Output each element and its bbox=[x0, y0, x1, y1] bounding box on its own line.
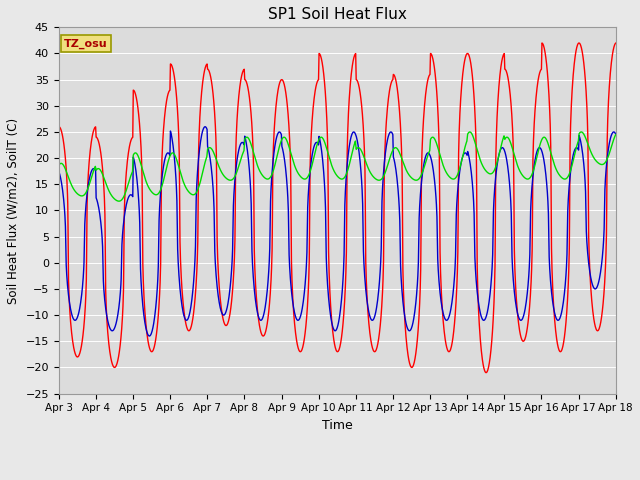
sp1_SHF_2 bbox=[365, 325, 373, 331]
sp1_SHF_T bbox=[612, 132, 620, 138]
sp1_SHF_1 bbox=[55, 169, 63, 175]
sp1_SHF_T bbox=[115, 198, 123, 204]
sp1_SHF_2 bbox=[612, 40, 620, 46]
sp1_SHF_1 bbox=[500, 145, 508, 151]
Line: sp1_SHF_T: sp1_SHF_T bbox=[59, 132, 616, 201]
sp1_SHF_T bbox=[499, 135, 507, 141]
sp1_SHF_T bbox=[366, 168, 374, 174]
Legend: sp1_SHF_2, sp1_SHF_1, sp1_SHF_T: sp1_SHF_2, sp1_SHF_1, sp1_SHF_T bbox=[145, 474, 530, 480]
sp1_SHF_1 bbox=[354, 140, 362, 146]
sp1_SHF_1 bbox=[612, 131, 620, 137]
sp1_SHF_T bbox=[354, 145, 362, 151]
Text: TZ_osu: TZ_osu bbox=[64, 38, 108, 48]
sp1_SHF_2 bbox=[579, 50, 586, 56]
sp1_SHF_2 bbox=[575, 40, 583, 46]
Line: sp1_SHF_2: sp1_SHF_2 bbox=[59, 43, 616, 372]
sp1_SHF_2 bbox=[482, 370, 490, 375]
sp1_SHF_1 bbox=[211, 240, 218, 245]
sp1_SHF_T bbox=[577, 129, 585, 135]
sp1_SHF_T bbox=[55, 162, 63, 168]
sp1_SHF_2 bbox=[563, 310, 571, 315]
sp1_SHF_T bbox=[211, 151, 218, 157]
sp1_SHF_1 bbox=[563, 252, 571, 257]
X-axis label: Time: Time bbox=[322, 419, 353, 432]
sp1_SHF_2 bbox=[210, 102, 218, 108]
Line: sp1_SHF_1: sp1_SHF_1 bbox=[59, 127, 616, 336]
Title: SP1 Soil Heat Flux: SP1 Soil Heat Flux bbox=[268, 7, 406, 22]
sp1_SHF_2 bbox=[353, 78, 361, 84]
sp1_SHF_2 bbox=[499, 52, 507, 58]
sp1_SHF_1 bbox=[201, 124, 209, 130]
sp1_SHF_1 bbox=[366, 313, 374, 319]
sp1_SHF_1 bbox=[145, 333, 153, 339]
sp1_SHF_2 bbox=[55, 124, 63, 130]
Y-axis label: Soil Heat Flux (W/m2), SoilT (C): Soil Heat Flux (W/m2), SoilT (C) bbox=[7, 118, 20, 303]
sp1_SHF_1 bbox=[579, 149, 586, 155]
sp1_SHF_T bbox=[579, 130, 586, 135]
sp1_SHF_T bbox=[563, 175, 571, 181]
